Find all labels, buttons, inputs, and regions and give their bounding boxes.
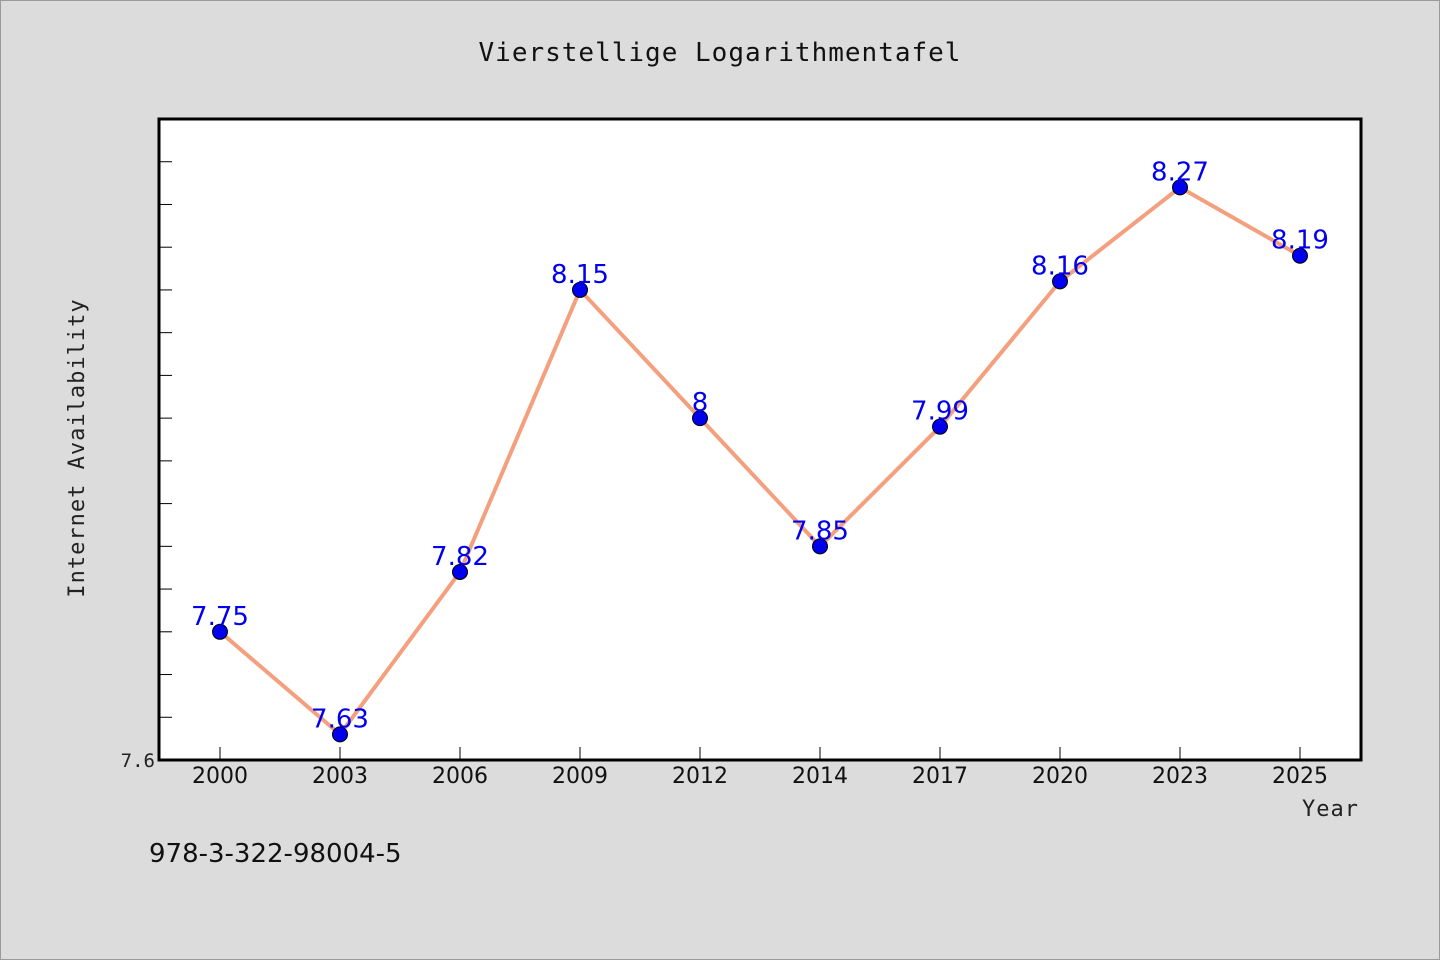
data-point (1292, 247, 1308, 264)
data-label: 7.75 (191, 602, 249, 632)
data-labels: 7.75 7.63 7.82 8.15 8 7.85 7.99 8.16 8.27 8.19 (191, 157, 1329, 734)
footer-isbn: 978-3-322-98004-5 (149, 839, 402, 869)
data-label: 7.82 (431, 542, 489, 572)
data-point (452, 563, 468, 580)
data-point (692, 410, 708, 427)
data-point (332, 726, 348, 743)
x-tick-label: 2012 (672, 764, 728, 789)
x-axis-ticks: 2000 2003 2006 2009 2012 2014 2017 2020 2023 2025 (192, 747, 1328, 789)
data-point (812, 538, 828, 555)
plot-area (157, 117, 1363, 762)
series-markers (212, 179, 1308, 743)
y-tick-label: 7.6 (121, 750, 155, 772)
data-label: 7.63 (311, 704, 369, 734)
data-label: 8.16 (1031, 251, 1089, 281)
data-label: 8.19 (1271, 226, 1329, 256)
x-tick-label: 2020 (1032, 764, 1088, 789)
x-tick-label: 2006 (432, 764, 488, 789)
data-point (572, 281, 588, 298)
chart-title: Vierstellige Logarithmentafel (479, 38, 962, 68)
x-tick-label: 2023 (1152, 764, 1208, 789)
series-line-group (218, 185, 1301, 737)
y-axis-label: Internet Availability (65, 298, 90, 597)
data-point (1052, 273, 1068, 290)
data-label: 8.15 (551, 260, 609, 290)
x-tick-label: 2003 (312, 764, 368, 789)
data-label: 8.27 (1151, 157, 1209, 187)
x-tick-label: 2025 (1272, 764, 1328, 789)
data-point (932, 418, 948, 435)
data-label: 7.85 (791, 516, 849, 546)
data-point (1172, 179, 1188, 196)
x-tick-label: 2009 (552, 764, 608, 789)
y-axis-ticks: 7.6 (121, 161, 172, 772)
data-point (212, 623, 228, 640)
data-label: 7.99 (911, 397, 969, 427)
series-line (218, 185, 1301, 737)
x-tick-label: 2017 (912, 764, 968, 789)
x-tick-label: 2000 (192, 764, 248, 789)
x-axis-label: Year (1302, 797, 1359, 822)
x-tick-label: 2014 (792, 764, 848, 789)
data-label: 8 (692, 388, 709, 418)
